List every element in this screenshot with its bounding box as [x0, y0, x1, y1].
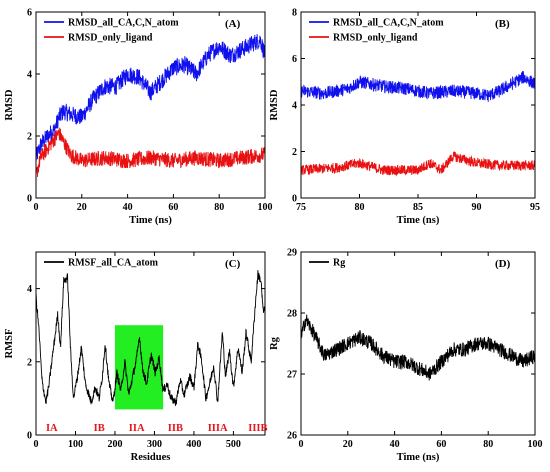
x-axis-label-b: Time (ns)	[397, 215, 440, 226]
legend-entry-a-0: RMSD_all_CA,C,N_atom	[68, 18, 179, 29]
series-line-c-0	[36, 270, 265, 406]
series-line-a-0	[36, 34, 265, 161]
panel-b: 75 80 85 90 95 0 2 4 6 8 Time (ns) RMSD (B) RMSD_all_…	[269, 8, 540, 227]
series-line-a-1	[36, 127, 265, 178]
series-line-b-1	[301, 151, 535, 177]
panel-c: 0 100 200 300 400 500 0 2 4 Residues RMSF (C) RMSF_a…	[4, 251, 268, 463]
x-tick-label-b-2: 85	[413, 202, 423, 213]
region-label-3: IIB	[168, 423, 183, 434]
region-label-5: IIIB	[248, 423, 267, 434]
x-tick-label-a-5: 100	[258, 202, 273, 213]
panel-label-a: (A)	[225, 18, 241, 30]
y-tick-label-b-1: 2	[292, 147, 297, 158]
y-tick-label-b-4: 8	[292, 8, 297, 19]
legend-entry-c-0: RMSF_all_CA_atom	[68, 258, 159, 269]
panel-a: 0 20 40 60 80 100 0 2 4 6 Time (ns) RMSD (A) RMSD_all…	[4, 8, 273, 227]
x-axis-label-c: Residues	[131, 452, 171, 463]
x-tick-label-a-4: 80	[214, 202, 224, 213]
plot-frame-c	[35, 251, 266, 436]
panel-d: 0 20 40 60 80 100 26 27 28 29 Time (ns) Rg (D) Rg	[269, 248, 543, 464]
legend-entry-d-0: Rg	[333, 258, 345, 269]
plot-frame-a	[35, 11, 266, 199]
legend-entry-b-0: RMSD_all_CA,C,N_atom	[333, 18, 444, 29]
x-tick-label-c-4: 400	[186, 439, 201, 450]
y-tick-label-d-3: 29	[287, 248, 297, 259]
x-tick-label-c-5: 500	[226, 439, 241, 450]
x-tick-label-a-0: 0	[34, 202, 39, 213]
panel-label-c: (C)	[225, 258, 241, 270]
region-label-0: IA	[46, 423, 58, 434]
y-axis-label-b: RMSD	[269, 89, 280, 120]
x-tick-label-d-4: 80	[483, 439, 493, 450]
x-tick-label-d-0: 0	[299, 439, 304, 450]
x-tick-label-b-4: 95	[530, 202, 540, 213]
y-tick-label-d-0: 26	[287, 431, 297, 442]
y-tick-label-c-2: 4	[27, 284, 32, 295]
y-tick-label-d-2: 28	[287, 309, 297, 320]
y-axis-label-a: RMSD	[4, 89, 15, 120]
region-label-4: IIIA	[208, 423, 228, 434]
y-tick-label-d-1: 27	[287, 370, 297, 381]
y-tick-label-a-1: 2	[27, 132, 32, 143]
x-tick-label-b-1: 80	[355, 202, 365, 213]
x-tick-label-a-2: 40	[123, 202, 133, 213]
y-tick-label-b-3: 6	[292, 54, 297, 65]
series-line-b-0	[301, 71, 535, 102]
x-tick-label-d-2: 40	[390, 439, 400, 450]
x-tick-label-d-1: 20	[343, 439, 353, 450]
y-tick-label-b-2: 4	[292, 101, 297, 112]
region-label-2: IIA	[129, 423, 145, 434]
x-tick-label-b-3: 90	[472, 202, 482, 213]
x-tick-label-c-1: 100	[68, 439, 83, 450]
x-tick-label-c-0: 0	[34, 439, 39, 450]
x-tick-label-d-5: 100	[528, 439, 543, 450]
y-tick-label-a-2: 4	[27, 70, 32, 81]
y-axis-label-d: Rg	[269, 336, 280, 350]
x-tick-label-b-0: 75	[296, 202, 306, 213]
x-tick-label-a-1: 20	[77, 202, 87, 213]
legend-entry-a-1: RMSD_only_ligand	[68, 33, 153, 44]
series-line-d-0	[301, 314, 535, 381]
panel-label-b: (B)	[495, 18, 510, 30]
region-label-1: IB	[94, 423, 105, 434]
x-tick-label-a-3: 60	[168, 202, 178, 213]
x-axis-label-a: Time (ns)	[129, 215, 172, 226]
x-tick-label-c-3: 300	[147, 439, 162, 450]
y-tick-label-a-0: 0	[27, 194, 32, 205]
y-tick-label-c-1: 2	[27, 357, 32, 368]
y-tick-label-b-0: 0	[292, 194, 297, 205]
panel-label-d: (D)	[495, 258, 511, 270]
x-tick-label-d-3: 60	[436, 439, 446, 450]
x-axis-label-d: Time (ns)	[397, 452, 440, 463]
legend-entry-b-1: RMSD_only_ligand	[333, 33, 418, 44]
y-tick-label-a-3: 6	[27, 8, 32, 19]
y-axis-label-c: RMSF	[4, 329, 15, 359]
plot-frame-d	[300, 251, 536, 436]
x-tick-label-c-2: 200	[107, 439, 122, 450]
y-tick-label-c-0: 0	[27, 431, 32, 442]
